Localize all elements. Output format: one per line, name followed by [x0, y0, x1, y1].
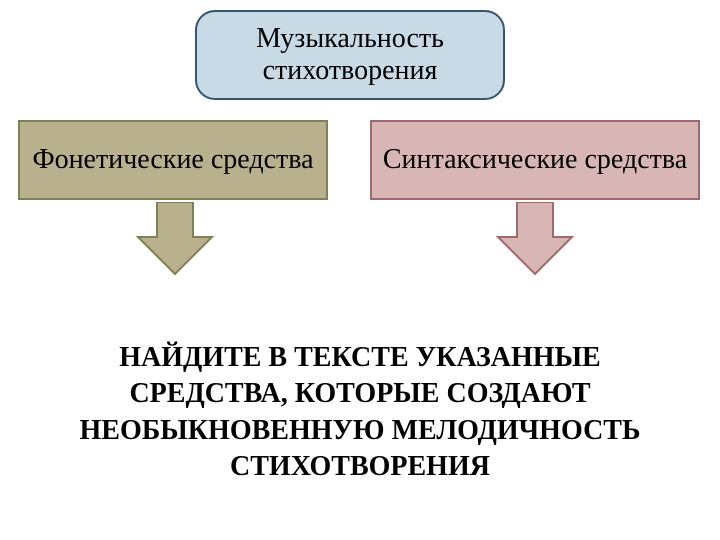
right-box-text: Синтаксические средства: [383, 144, 687, 176]
top-box-text: Музыкальность стихотворения: [205, 23, 495, 87]
left-box-text: Фонетические средства: [32, 144, 313, 176]
left-arrow-icon: [130, 202, 220, 282]
left-box: Фонетические средства: [18, 120, 328, 200]
top-box: Музыкальность стихотворения: [195, 10, 505, 100]
bottom-text-content: НАЙДИТЕ В ТЕКСТЕ УКАЗАННЫЕ СРЕДСТВА, КОТ…: [80, 342, 641, 482]
right-box: Синтаксические средства: [370, 120, 700, 200]
right-arrow-icon: [490, 202, 580, 282]
bottom-text: НАЙДИТЕ В ТЕКСТЕ УКАЗАННЫЕ СРЕДСТВА, КОТ…: [0, 340, 720, 486]
